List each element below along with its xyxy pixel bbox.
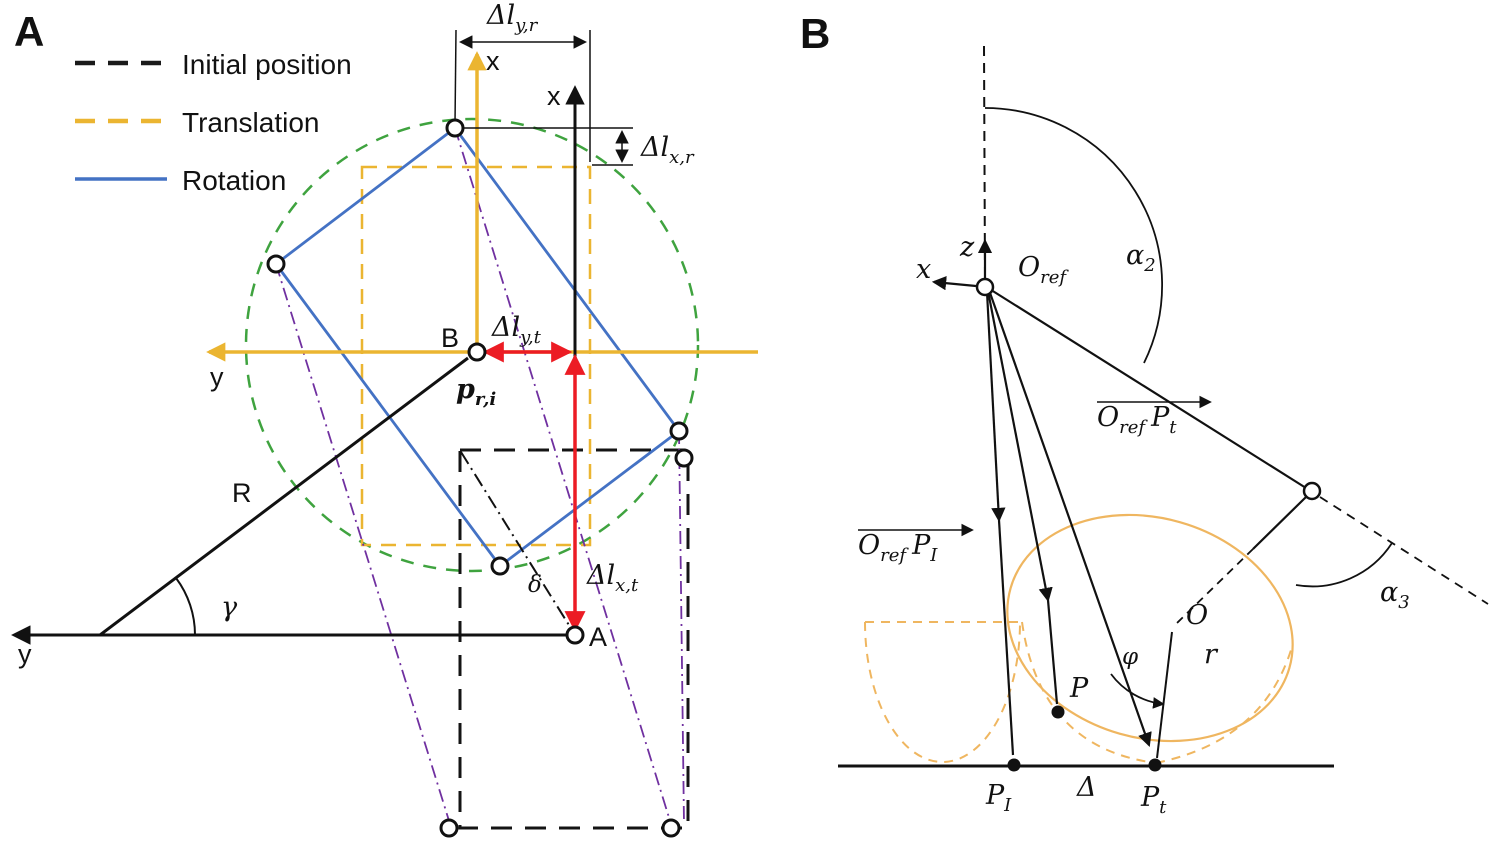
point-b-marker: [467, 342, 487, 362]
label-point-b: B: [441, 323, 459, 353]
green-dashed-circle: [244, 117, 700, 573]
point-markers: [266, 118, 694, 838]
vector-label-oref-pi: Oref PI: [858, 523, 974, 566]
oref-pt-direction-line: [987, 287, 1307, 489]
rotated-corner-right: [669, 421, 689, 441]
label-delta-gap: Δ: [1076, 772, 1097, 803]
far-point-to-o-dashed: [1176, 548, 1254, 624]
label-p-ri: pr,i: [456, 374, 496, 410]
sphere-hidden-arc-left: [1021, 621, 1157, 764]
panel-a: A Initial position Translation Rotation: [11, 0, 758, 838]
pt-dot: [1148, 758, 1162, 772]
label-point-p: P: [1069, 673, 1089, 704]
label-pi: PI: [985, 780, 1012, 816]
legend-label-translation: Translation: [182, 107, 319, 138]
label-delta: δ: [528, 572, 542, 598]
label-delta-l-yr: Δly,r: [486, 0, 539, 36]
vector-label-oref-pi-text: Oref PI: [858, 530, 938, 566]
body-x-axis-label: x: [486, 46, 500, 76]
label-gamma: γ: [221, 592, 238, 623]
initial-y-axis-label: y: [18, 639, 32, 669]
phi-arc: [1110, 673, 1165, 709]
body-y-axis-label: y: [210, 362, 224, 392]
alpha2-arc: [984, 107, 1163, 364]
initial-x-axis-label: x: [547, 81, 561, 111]
vector-oref-pi-tail: [997, 519, 1015, 756]
label-point-a: A: [589, 622, 607, 652]
legend-label-initial: Initial position: [182, 49, 352, 80]
vector-oref-pt: [987, 289, 1152, 748]
gamma-arc: [175, 577, 196, 636]
initial-corner-topright: [674, 448, 694, 468]
sphere-ellipse: [1006, 513, 1294, 743]
rotated-corner-bottom: [490, 556, 510, 576]
point-a-marker: [565, 625, 585, 645]
initial-halfdisc-arc: [864, 621, 1021, 763]
vector-label-oref-pt: Oref Pt: [1097, 395, 1212, 438]
label-radius-r: r: [1204, 639, 1219, 670]
label-delta-l-yt: Δly,t: [491, 312, 542, 348]
mapping-line-2: [275, 263, 451, 825]
mapping-line-1: [454, 127, 672, 825]
label-pt: Pt: [1140, 782, 1167, 818]
pi-dot: [1007, 758, 1021, 772]
label-oref: Oref: [1018, 252, 1069, 288]
rotated-corner-top: [445, 118, 465, 138]
label-delta-l-xr: Δlx,r: [640, 132, 695, 168]
rotation-offset-measures: [454, 29, 633, 166]
far-point-to-o-solid: [1252, 496, 1307, 550]
sphere-hidden-arc-right: [1155, 649, 1292, 764]
legend: Initial position Translation Rotation: [75, 49, 352, 196]
mapping-line-3: [678, 430, 685, 825]
extension-dashed-line: [1319, 496, 1489, 605]
oref-marker: [975, 277, 995, 297]
label-alpha3: α3: [1380, 577, 1410, 613]
label-phi: φ: [1122, 644, 1139, 670]
legend-label-rotation: Rotation: [182, 165, 286, 196]
rotated-corner-left: [266, 254, 286, 274]
label-center-o: O: [1186, 600, 1208, 631]
initial-corner-bottomleft: [439, 818, 459, 838]
vector-oref-pi: [985, 291, 1006, 523]
vector-oref-p-tail: [1046, 599, 1059, 705]
panel-b-tag: B: [800, 10, 830, 57]
x-axis-b: [931, 276, 977, 291]
label-alpha2: α2: [1126, 240, 1156, 276]
label-delta-l-xt: Δlx,t: [586, 560, 639, 596]
delta-reference-line: [460, 451, 573, 631]
panel-b: B: [800, 10, 1489, 818]
radius-line: [99, 356, 469, 637]
p-dot: [1051, 705, 1065, 719]
alpha3-arc: [1295, 542, 1393, 588]
label-radius: R: [232, 478, 252, 508]
panel-a-tag: A: [14, 8, 44, 55]
far-point-marker: [1302, 481, 1322, 501]
x-axis-b-label: x: [916, 254, 931, 285]
vector-label-oref-pt-text: Oref Pt: [1097, 402, 1177, 438]
measure-ext-left: [454, 29, 457, 125]
vector-oref-p: [986, 290, 1053, 603]
radius-r-line: [1156, 631, 1173, 759]
initial-corner-bottomright: [661, 818, 681, 838]
z-axis-label: z: [959, 232, 975, 263]
